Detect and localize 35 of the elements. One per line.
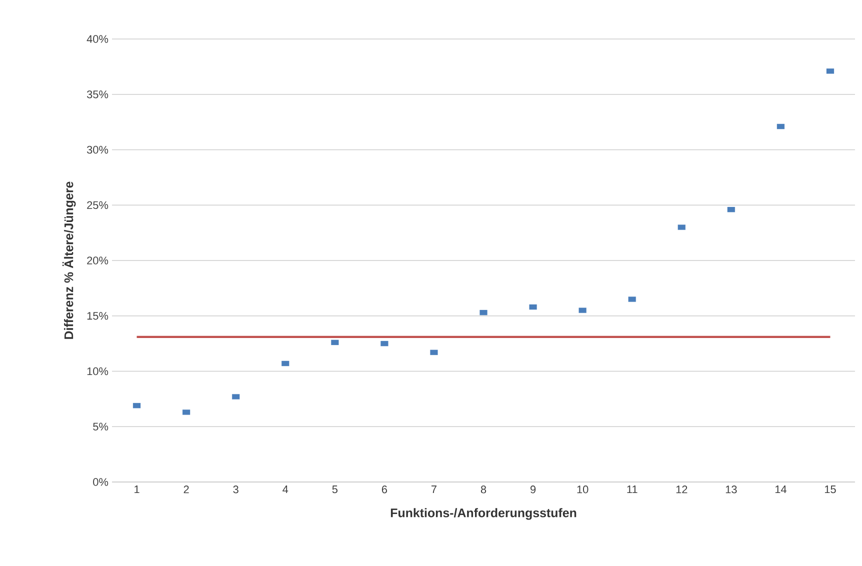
x-tick-label: 8: [480, 486, 486, 494]
x-tick-label: 14: [775, 486, 786, 494]
y-tick-label: 40%: [86, 35, 108, 43]
x-tick-label: 12: [676, 486, 688, 494]
y-axis-title: Differenz % Ältere/Jüngere: [62, 182, 76, 339]
point: [529, 304, 537, 310]
x-tick-label: 5: [332, 486, 338, 494]
point: [380, 340, 388, 346]
y-tick-label: 10%: [87, 367, 108, 376]
x-tick-label: 11: [627, 486, 638, 494]
point: [480, 310, 488, 316]
x-tick-label: 4: [282, 486, 288, 494]
x-tick-label: 13: [726, 486, 737, 494]
y-tick-label: 0%: [93, 478, 108, 486]
x-tick-label: 1: [134, 486, 140, 494]
point: [132, 402, 141, 408]
y-tick-label: 30%: [86, 146, 108, 154]
y-tick-label: 15%: [87, 312, 108, 320]
x-tick-label: 7: [431, 486, 436, 494]
x-axis-title: Funktions-/Anforderungsstufen: [390, 508, 576, 520]
point: [331, 340, 339, 346]
x-tick-label: 9: [530, 486, 536, 494]
x-tick-label: 3: [233, 486, 238, 494]
x-tick-label: 2: [184, 486, 189, 494]
y-tick-label: 5%: [93, 422, 108, 430]
y-tick-label: 20%: [87, 256, 108, 264]
y-tick-label: 25%: [87, 201, 108, 210]
point: [727, 206, 735, 212]
x-tick-label: 15: [824, 486, 836, 494]
point: [430, 350, 438, 356]
y-tick-label: 35%: [86, 90, 108, 98]
x-tick-label: 10: [577, 486, 588, 494]
point: [282, 360, 290, 366]
x-tick-label: 6: [382, 486, 387, 494]
point: [776, 124, 785, 130]
